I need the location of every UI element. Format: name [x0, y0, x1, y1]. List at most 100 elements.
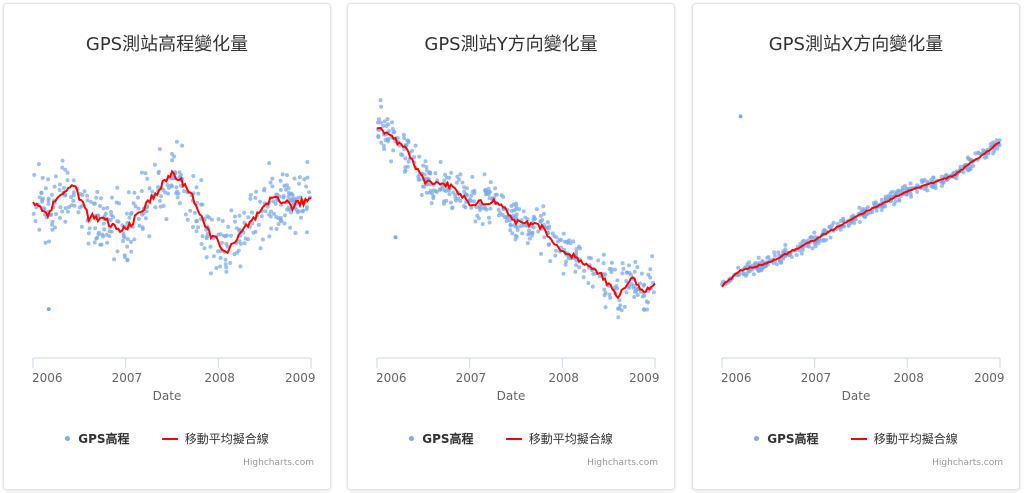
scatter-point — [531, 225, 536, 230]
scatter-point — [269, 209, 273, 214]
scatter-point — [545, 220, 550, 225]
scatter-point — [33, 219, 38, 224]
scatter-point — [422, 172, 427, 177]
scatter-point — [521, 223, 526, 228]
scatter-point — [85, 198, 90, 203]
scatter-point — [175, 189, 180, 194]
credits-link[interactable]: Highcharts.com — [932, 458, 1003, 468]
scatter-point — [174, 185, 179, 190]
scatter-point — [736, 265, 741, 270]
scatter-point — [100, 232, 105, 237]
scatter-point — [403, 156, 408, 161]
scatter-point — [110, 195, 114, 200]
legend-item-scatter[interactable]: GPS高程 — [409, 430, 474, 447]
legend-item-line[interactable]: 移動平均擬合線 — [823, 430, 958, 447]
scatter-point — [39, 191, 44, 195]
scatter-point — [546, 226, 551, 231]
scatter-point — [199, 242, 204, 246]
scatter-point — [129, 239, 133, 244]
scatter-point — [88, 199, 93, 204]
scatter-point — [510, 231, 515, 236]
scatter-point — [571, 239, 576, 244]
scatter-point — [276, 222, 281, 226]
scatter-point — [460, 180, 465, 185]
scatter-point — [596, 258, 601, 263]
scatter-point — [563, 262, 568, 267]
scatter-point — [915, 189, 920, 194]
scatter-point — [508, 228, 513, 233]
scatter-point — [746, 269, 751, 274]
scatter-point — [282, 183, 287, 188]
scatter-point — [115, 249, 120, 254]
scatter-point — [773, 253, 777, 258]
scatter-point — [542, 211, 546, 216]
scatter-point — [640, 294, 645, 299]
scatter-point — [450, 206, 455, 211]
scatter-point — [307, 190, 312, 195]
scatter-point — [94, 195, 99, 200]
scatter-point — [564, 259, 568, 264]
scatter-point — [143, 171, 148, 176]
scatter-point — [458, 172, 463, 177]
scatter-point — [280, 172, 285, 177]
x-tick-label: 2009 — [285, 371, 316, 385]
legend-label: GPS高程 — [422, 432, 474, 446]
scatter-point — [933, 183, 938, 188]
scatter-point — [412, 155, 417, 160]
scatter-point — [254, 189, 258, 194]
scatter-point — [488, 180, 493, 185]
scatter-point — [302, 177, 307, 182]
legend-item-line[interactable]: 移動平均擬合線 — [134, 430, 269, 447]
scatter-point — [163, 190, 168, 195]
credits-link[interactable]: Highcharts.com — [243, 458, 314, 468]
scatter-point — [422, 184, 427, 189]
scatter-point — [390, 126, 395, 131]
scatter-point — [921, 179, 926, 184]
legend-item-line[interactable]: 移動平均擬合線 — [478, 430, 613, 447]
scatter-point — [96, 213, 101, 218]
x-tick-label: 2009 — [974, 371, 1005, 385]
scatter-point — [484, 189, 489, 194]
scatter-point — [278, 188, 283, 192]
scatter-point — [220, 219, 225, 223]
credits-link[interactable]: Highcharts.com — [587, 458, 658, 468]
moving-average-line — [376, 126, 656, 300]
scatter-point — [386, 129, 391, 134]
scatter-point — [49, 192, 54, 197]
scatter-point — [573, 269, 578, 274]
scatter-point — [831, 220, 836, 225]
scatter-point — [513, 224, 518, 229]
scatter-point — [235, 250, 239, 255]
scatter-point — [994, 138, 999, 143]
scatter-point — [65, 209, 70, 214]
scatter-point — [997, 143, 1002, 148]
scatter-point — [608, 295, 613, 300]
scatter-point — [71, 190, 76, 195]
scatter-point — [124, 211, 129, 216]
scatter-point — [631, 283, 636, 288]
scatter-point — [112, 257, 117, 262]
scatter-point — [811, 236, 815, 241]
scatter-point — [121, 234, 126, 239]
scatter-point — [233, 219, 237, 224]
scatter-point — [290, 196, 295, 201]
scatter-point — [810, 246, 815, 251]
scatter-point — [488, 206, 493, 211]
scatter-point — [578, 246, 582, 251]
scatter-point — [300, 209, 305, 214]
scatter-point — [838, 219, 843, 223]
scatter-point — [992, 149, 997, 153]
legend-item-scatter[interactable]: GPS高程 — [754, 430, 819, 447]
scatter-point — [756, 255, 761, 260]
legend-item-scatter[interactable]: GPS高程 — [65, 430, 130, 447]
scatter-point — [263, 209, 268, 214]
legend-label: GPS高程 — [767, 432, 819, 446]
line-marker-icon — [505, 437, 522, 440]
scatter-marker-icon — [409, 436, 415, 441]
scatter-point — [93, 226, 98, 231]
scatter-point — [423, 159, 428, 164]
scatter-point — [238, 242, 243, 246]
scatter-point — [293, 231, 298, 235]
scatter-point — [229, 233, 233, 238]
scatter-point — [195, 218, 199, 223]
